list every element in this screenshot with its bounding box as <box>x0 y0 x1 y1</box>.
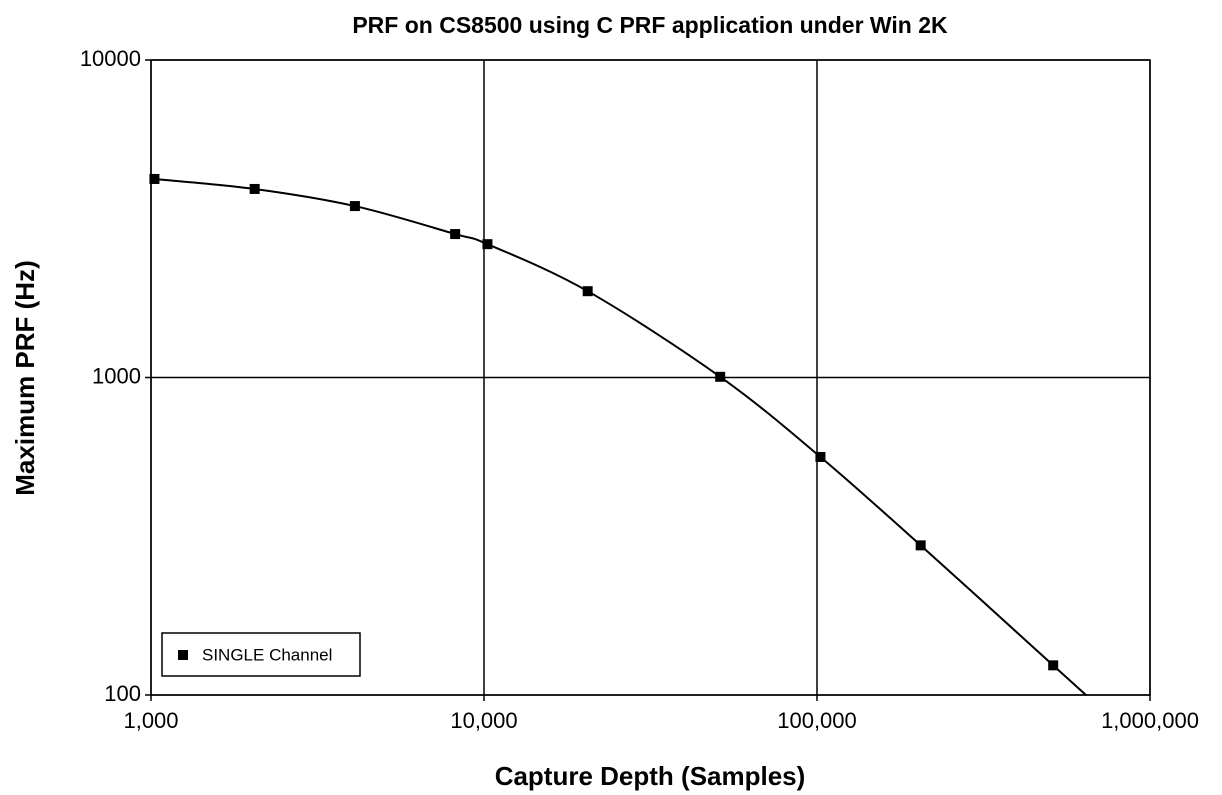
data-point <box>149 173 160 184</box>
x-tick-label: 10,000 <box>450 708 517 733</box>
data-point <box>582 286 593 297</box>
y-axis-label: Maximum PRF (Hz) <box>10 260 40 495</box>
legend <box>161 632 361 677</box>
x-tick-label: 1,000 <box>123 708 178 733</box>
y-tick-label: 100 <box>104 681 141 706</box>
data-point <box>450 229 461 240</box>
legend-marker <box>178 650 188 660</box>
legend-label: SINGLE Channel <box>202 645 332 664</box>
data-point <box>815 451 826 462</box>
chart-title: PRF on CS8500 using C PRF application un… <box>352 12 948 38</box>
data-point <box>249 183 260 194</box>
data-point <box>349 201 360 212</box>
data-point <box>915 540 926 551</box>
data-point <box>482 239 493 250</box>
y-tick-label: 10000 <box>80 46 141 71</box>
data-point <box>715 371 726 382</box>
x-axis-label: Capture Depth (Samples) <box>495 761 806 791</box>
data-point <box>1048 660 1059 671</box>
x-tick-label: 1,000,000 <box>1101 708 1199 733</box>
y-tick-label: 1000 <box>92 363 141 388</box>
x-tick-label: 100,000 <box>777 708 857 733</box>
